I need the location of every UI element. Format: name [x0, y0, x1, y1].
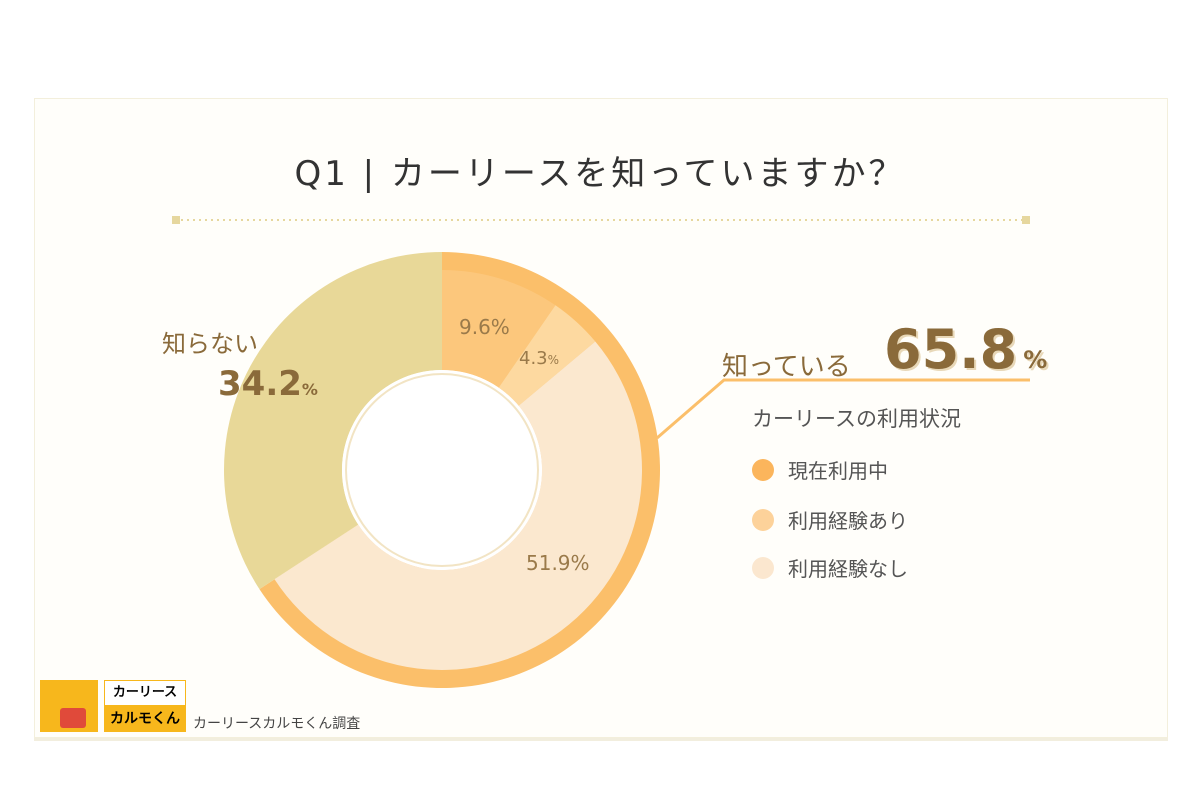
slice-inner-2	[274, 341, 643, 671]
unknown-label: 知らない	[162, 330, 258, 358]
known-value: 65.8%	[884, 318, 1048, 381]
slice-inner-1	[498, 305, 596, 406]
value-current: 9.6%	[459, 315, 510, 339]
legend-dot	[752, 508, 774, 531]
slice-outer-1	[224, 252, 442, 590]
known-label: 知っている	[722, 352, 851, 382]
value-experienced: 4.3%	[519, 348, 560, 369]
source-note: カーリースカルモくん調査	[193, 716, 361, 732]
legend-dot	[752, 458, 774, 481]
unknown-value: 34.2%	[218, 364, 318, 404]
callout-line	[656, 378, 1030, 440]
slice-inner-0	[442, 270, 556, 388]
legend-item: 利用経験あり	[752, 505, 908, 534]
logo-car	[60, 708, 86, 728]
chart-title: Q1 | カーリースを知っていますか？	[294, 154, 906, 194]
donut-hole	[342, 370, 542, 570]
legend-item: 現在利用中	[752, 455, 888, 484]
legend-dot	[752, 556, 774, 579]
inner-ring	[345, 373, 539, 567]
divider-end-right	[1022, 216, 1030, 224]
legend-item: 利用経験なし	[752, 553, 908, 582]
logo: カーリース カルモくん	[40, 672, 186, 732]
value-never: 51.9%	[526, 551, 590, 575]
divider-end-left	[172, 216, 180, 224]
legend-title: カーリースの利用状況	[752, 407, 961, 431]
